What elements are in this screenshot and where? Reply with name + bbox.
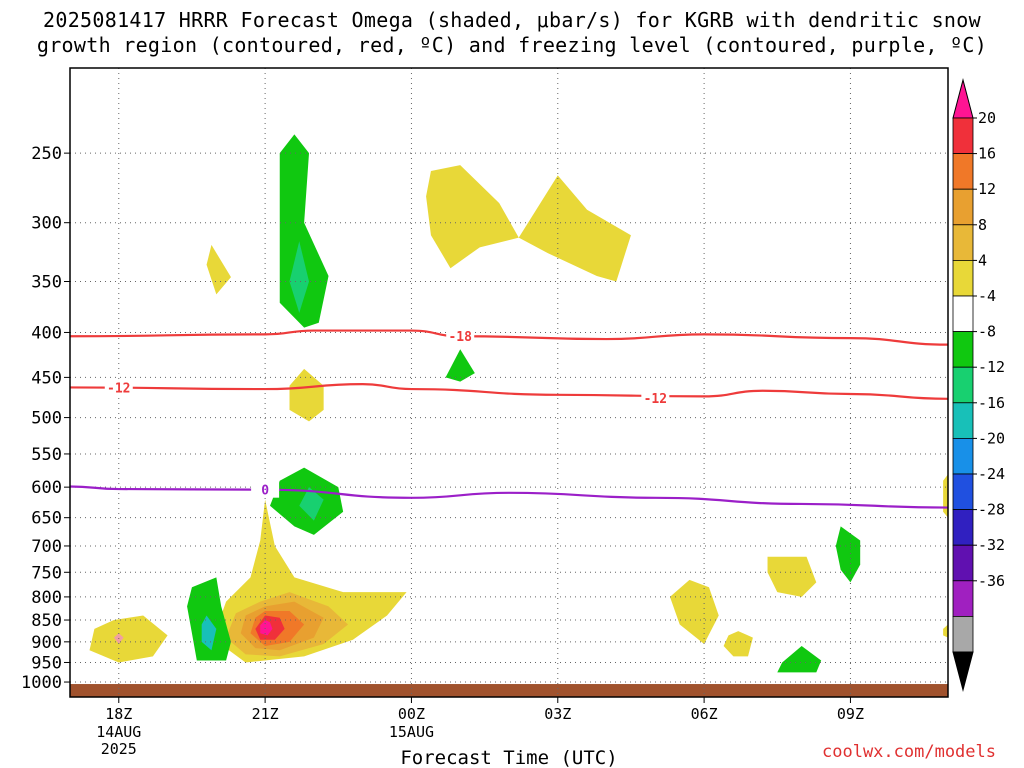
x-tick-sublabel: 15AUG [389, 723, 434, 741]
x-tick-label: 18Z [105, 705, 132, 723]
shade-pos-4 [669, 579, 719, 644]
contour-label-bg [641, 390, 670, 407]
x-tick-label: 06Z [691, 705, 718, 723]
chart-title-line-2: growth region (contoured, red, ºC) and f… [36, 33, 988, 57]
colorbar-label: -28 [978, 501, 1005, 519]
shade-pos-4 [723, 631, 753, 657]
colorbar-label: -36 [978, 572, 1005, 590]
shade-pos-4 [943, 624, 948, 638]
x-axis-label: Forecast Time (UTC) [400, 747, 617, 768]
y-tick-label: 900 [31, 633, 62, 653]
colorbar-bottom-triangle [952, 651, 974, 692]
colorbar-box [952, 295, 974, 332]
colorbar-label: -12 [978, 358, 1005, 376]
contour-label: -12 [107, 381, 130, 396]
contour-label-bg [251, 481, 280, 498]
y-tick-label: 950 [31, 653, 62, 673]
x-tick-sublabel: 2025 [101, 740, 137, 758]
shade-pos-4 [767, 556, 817, 597]
colorbar-label: 8 [978, 216, 987, 234]
colorbar-box [952, 259, 974, 297]
y-tick-label: 650 [31, 509, 62, 529]
shade-pos-4 [89, 615, 168, 663]
colorbar-box [952, 117, 974, 154]
colorbar-label: -32 [978, 536, 1005, 554]
x-tick-label: 00Z [398, 705, 425, 723]
y-tick-label: 750 [31, 563, 62, 583]
colorbar-box [952, 331, 974, 368]
contour-label: 0 [261, 484, 269, 499]
y-tick-label: 600 [31, 478, 62, 498]
x-tick-sublabel: 14AUG [96, 723, 141, 741]
y-tick-label: 1000 [21, 673, 62, 693]
contour-line [69, 383, 949, 400]
shade-neg-4 [279, 134, 329, 328]
y-tick-label: 450 [31, 368, 62, 388]
colorbar-box [952, 366, 974, 404]
credit-link[interactable]: coolwx.com/models [822, 742, 996, 762]
colorbar-box [952, 437, 974, 475]
x-tick-label: 21Z [252, 705, 279, 723]
colorbar-label: 20 [978, 109, 996, 127]
shade-neg-8 [289, 241, 310, 313]
colorbar-box [952, 616, 974, 653]
shade-pos-4 [206, 244, 231, 295]
shade-pos-4 [289, 368, 324, 422]
colorbar-box [952, 580, 974, 617]
chart-title-line-1: 2025081417 HRRR Forecast Omega (shaded, … [43, 8, 981, 32]
colorbar-box [952, 153, 974, 190]
y-tick-label: 500 [31, 409, 62, 429]
contour-label: -18 [448, 330, 472, 345]
y-tick-label: 850 [31, 611, 62, 631]
y-tick-label: 700 [31, 537, 62, 557]
colorbar-label: -20 [978, 429, 1005, 447]
ground-surface [70, 684, 948, 697]
contour-line [69, 485, 949, 509]
y-tick-label: 250 [31, 144, 62, 164]
colorbar-label: 4 [978, 251, 987, 269]
colorbar-label: 16 [978, 145, 996, 163]
shade-neg-8 [299, 487, 324, 521]
contour-label-bg [446, 328, 475, 345]
colorbar-box [952, 544, 974, 582]
colorbar-box [952, 402, 974, 439]
contour-label-bg [104, 379, 133, 396]
shade-neg-4 [445, 349, 475, 382]
colorbar-label: -16 [978, 394, 1005, 412]
y-tick-label: 300 [31, 214, 62, 234]
x-tick-label: 09Z [837, 705, 864, 723]
colorbar-label: -8 [978, 323, 996, 341]
colorbar-box [952, 224, 974, 261]
colorbar-label: -4 [978, 287, 996, 305]
contour-line [69, 329, 949, 346]
shade-neg-4 [835, 526, 861, 583]
y-tick-label: 400 [31, 323, 62, 343]
colorbar-label: 12 [978, 180, 996, 198]
shade-pos-max [260, 620, 273, 636]
y-tick-label: 800 [31, 588, 62, 608]
colorbar-label: -24 [978, 465, 1005, 483]
colorbar-box [952, 509, 974, 546]
shade-pos-4 [518, 175, 631, 282]
colorbar-box [952, 188, 974, 226]
plot-frame [69, 67, 949, 698]
contour-label: -12 [644, 392, 667, 407]
colorbar-top-triangle [952, 78, 974, 119]
y-tick-label: 550 [31, 445, 62, 465]
colorbar-box [952, 473, 974, 510]
y-tick-label: 350 [31, 273, 62, 293]
shade-neg-4 [777, 646, 822, 673]
shade-pos-4 [426, 165, 519, 269]
x-tick-label: 03Z [544, 705, 571, 723]
